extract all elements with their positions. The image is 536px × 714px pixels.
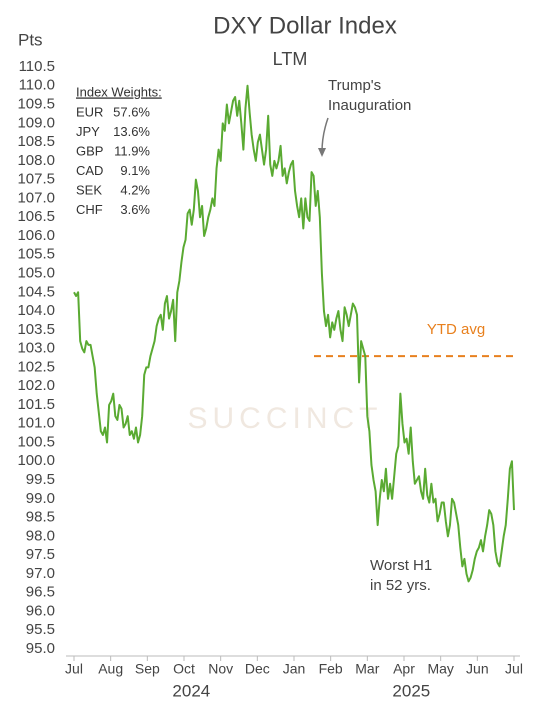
x-tick-label: Mar xyxy=(355,661,379,677)
y-tick-label: 103.5 xyxy=(17,321,55,338)
y-tick-label: 110.5 xyxy=(19,58,55,75)
weight-value: 3.6% xyxy=(120,202,150,217)
chart-subtitle: LTM xyxy=(273,49,308,69)
x-tick-label: Aug xyxy=(98,661,123,677)
weight-value: 13.6% xyxy=(113,124,150,139)
y-tick-label: 109.5 xyxy=(17,96,55,113)
annotation-arrow xyxy=(321,117,329,153)
weight-name: CHF xyxy=(76,202,103,217)
chart-title: DXY Dollar Index xyxy=(213,12,397,39)
y-tick-label: 99.0 xyxy=(26,490,55,507)
weight-value: 4.2% xyxy=(120,182,150,197)
y-tick-label: 96.5 xyxy=(26,584,55,601)
y-tick-label: 100.5 xyxy=(17,433,55,450)
y-tick-label: 101.5 xyxy=(17,396,55,413)
y-tick-label: 110.0 xyxy=(19,77,55,94)
y-tick-label: 97.5 xyxy=(26,546,55,563)
x-tick-label: May xyxy=(427,661,453,677)
annotation-arrowhead xyxy=(318,148,326,157)
x-tick-label: Jul xyxy=(505,661,523,677)
weight-name: SEK xyxy=(76,182,102,197)
x-tick-label: Apr xyxy=(393,661,415,677)
x-tick-label: Dec xyxy=(245,661,270,677)
x-tick-label: Jan xyxy=(283,661,306,677)
year-label: 2024 xyxy=(172,681,210,700)
y-tick-label: 98.5 xyxy=(26,509,55,526)
x-tick-label: Jun xyxy=(466,661,489,677)
x-tick-label: Feb xyxy=(319,661,343,677)
x-tick-label: Oct xyxy=(173,661,195,677)
annotation: Inauguration xyxy=(328,97,411,114)
x-tick-label: Sep xyxy=(135,661,160,677)
watermark: SUCCINCT xyxy=(188,402,383,435)
y-tick-label: 107.0 xyxy=(17,189,55,206)
ytd-avg-label: YTD avg xyxy=(427,321,485,338)
y-tick-label: 106.5 xyxy=(17,208,55,225)
weight-name: CAD xyxy=(76,163,103,178)
weight-name: JPY xyxy=(76,124,100,139)
y-tick-label: 104.5 xyxy=(17,283,55,300)
y-tick-label: 105.5 xyxy=(17,246,55,263)
y-tick-label: 95.5 xyxy=(26,621,55,638)
data-line xyxy=(73,84,515,583)
weights-title: Index Weights: xyxy=(76,84,162,99)
annotation: Worst H1 xyxy=(370,557,432,574)
weight-value: 11.9% xyxy=(114,143,150,158)
weight-name: GBP xyxy=(76,143,103,158)
x-tick-label: Nov xyxy=(208,661,233,677)
y-tick-label: 105.0 xyxy=(17,264,55,281)
y-tick-label: 108.5 xyxy=(17,133,55,150)
y-tick-label: 107.5 xyxy=(17,171,55,188)
y-tick-label: 102.0 xyxy=(17,377,55,394)
y-tick-label: 104.0 xyxy=(17,302,55,319)
annotation: in 52 yrs. xyxy=(370,577,431,594)
x-tick-label: Jul xyxy=(65,661,83,677)
weight-value: 9.1% xyxy=(120,163,150,178)
y-tick-label: 100.0 xyxy=(17,452,55,469)
weight-value: 57.6% xyxy=(113,104,150,119)
y-tick-label: 102.5 xyxy=(17,358,55,375)
y-tick-label: 95.0 xyxy=(26,640,55,657)
y-tick-label: 103.0 xyxy=(17,340,55,357)
y-tick-label: 98.0 xyxy=(26,527,55,544)
annotation: Trump's xyxy=(328,77,381,94)
y-tick-label: 106.0 xyxy=(17,227,55,244)
y-tick-label: 99.5 xyxy=(26,471,55,488)
y-tick-label: 97.0 xyxy=(26,565,55,582)
y-tick-label: 101.0 xyxy=(17,415,55,432)
y-tick-label: 109.0 xyxy=(17,114,55,131)
year-label: 2025 xyxy=(392,681,430,700)
y-tick-label: 96.0 xyxy=(26,602,55,619)
weight-name: EUR xyxy=(76,104,103,119)
y-axis-label: Pts xyxy=(18,30,43,49)
y-tick-label: 108.0 xyxy=(17,152,55,169)
